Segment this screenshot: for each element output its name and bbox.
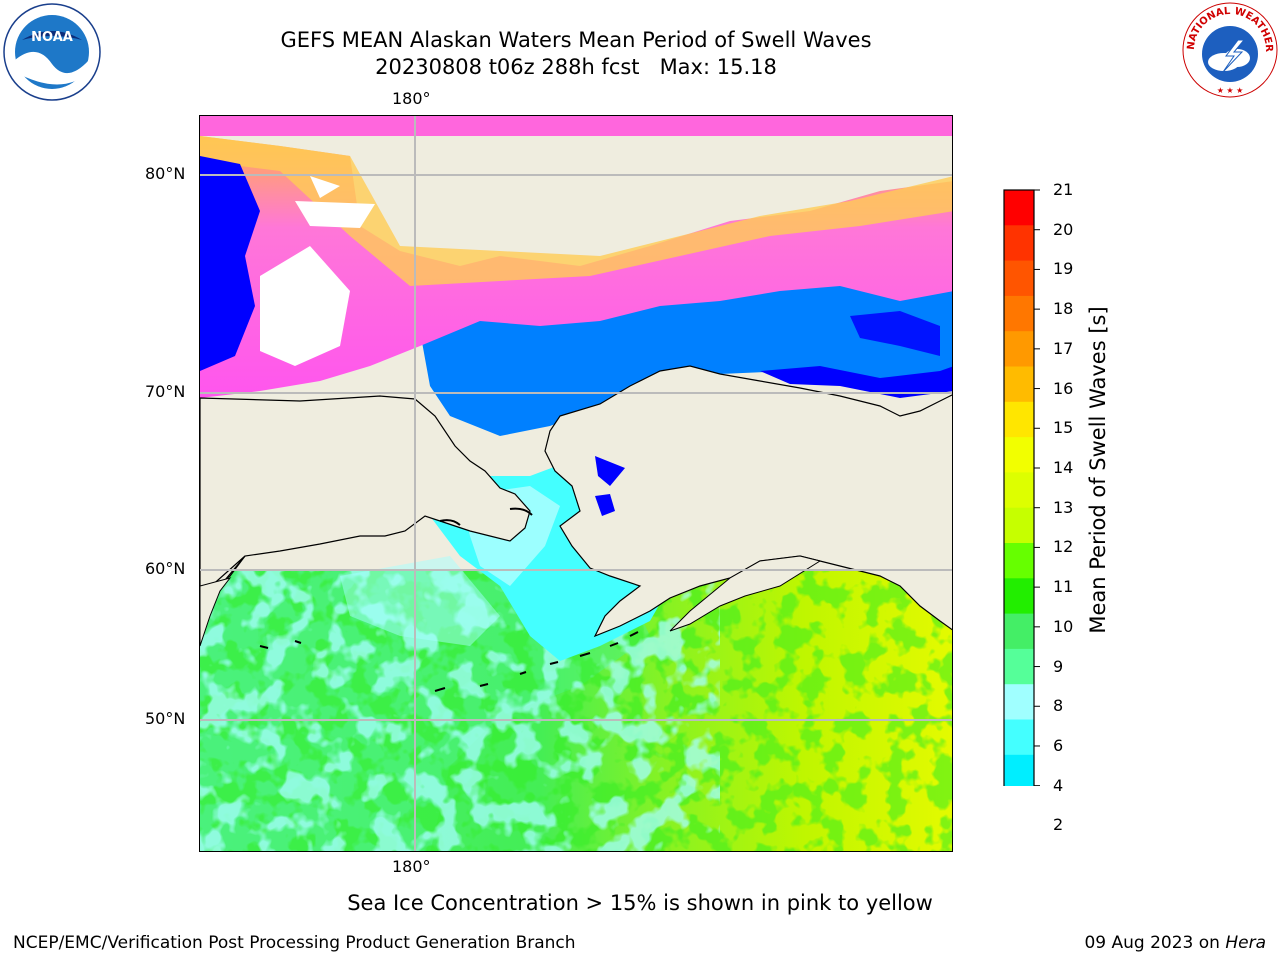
colorbar-tick-label: 18	[1053, 299, 1074, 319]
colorbar-segment	[1004, 331, 1034, 367]
colorbar-segment	[1004, 754, 1034, 786]
colorbar-title: Mean Period of Swell Waves [s]	[1086, 306, 1110, 634]
colorbar-tick-label: 17	[1053, 338, 1074, 358]
map-panel	[199, 115, 953, 852]
colorbar-segment	[1004, 684, 1034, 720]
footer-machine: Hera	[1225, 933, 1266, 953]
colorbar-segment	[1004, 366, 1034, 403]
sea-ice-caption: Sea Ice Concentration > 15% is shown in …	[347, 891, 933, 915]
lon-label-bottom: 180°	[392, 857, 431, 876]
colorbar-tick-label: 12	[1053, 537, 1074, 557]
colorbar-segment	[1004, 225, 1034, 262]
colorbar-tick-label: 14	[1053, 457, 1074, 477]
footer-date: 09 Aug 2023 on Hera	[1084, 933, 1266, 953]
svg-text:★ ★ ★: ★ ★ ★	[1217, 86, 1244, 95]
nws-logo: NATIONAL WEATHER SERVICE ★ ★ ★	[1180, 0, 1278, 98]
lat-label-60: 60°N	[145, 559, 186, 578]
chart-subtitle: 20230808 t06z 288h fcst Max: 15.18	[375, 55, 777, 79]
colorbar-segment	[1004, 190, 1034, 226]
colorbar-segment	[1004, 719, 1034, 756]
noaa-logo: NOAA	[3, 3, 101, 101]
colorbar-tick-label: 11	[1053, 577, 1074, 597]
colorbar-segment	[1004, 401, 1034, 438]
colorbar-tick-label: 15	[1053, 418, 1074, 438]
lat-label-80: 80°N	[145, 164, 186, 183]
colorbar-tick-label: 19	[1053, 259, 1074, 279]
colorbar-segment	[1004, 260, 1034, 297]
colorbar-tick-label: 9	[1053, 656, 1064, 676]
colorbar-segment	[1004, 507, 1034, 544]
colorbar-segment	[1004, 295, 1034, 332]
graticule	[200, 116, 952, 851]
colorbar-tick-label: 10	[1053, 616, 1074, 636]
colorbar-tick-label: 13	[1053, 497, 1074, 517]
colorbar-segment	[1004, 578, 1034, 615]
colorbar	[1003, 189, 1040, 786]
chart-title: GEFS MEAN Alaskan Waters Mean Period of …	[280, 28, 872, 52]
colorbar-tick-label: 16	[1053, 378, 1074, 398]
lat-label-50: 50°N	[145, 709, 186, 728]
colorbar-segment	[1004, 437, 1034, 473]
colorbar-segment	[1004, 648, 1034, 685]
colorbar-tick-label: 4	[1053, 775, 1064, 795]
colorbar-tick-label: 2	[1053, 815, 1064, 835]
footer-branch: NCEP/EMC/Verification Post Processing Pr…	[13, 933, 576, 953]
lat-label-70: 70°N	[145, 382, 186, 401]
colorbar-tick-label: 6	[1053, 735, 1064, 755]
swell-period-map	[200, 116, 952, 851]
colorbar-segment	[1004, 613, 1034, 650]
colorbar-segment	[1004, 472, 1034, 509]
noaa-logo-text: NOAA	[31, 30, 73, 45]
colorbar-segment	[1004, 543, 1034, 579]
colorbar-tick-label: 20	[1053, 219, 1074, 239]
footer-date-text: 09 Aug 2023 on	[1084, 933, 1226, 953]
colorbar-tick-label: 21	[1053, 180, 1074, 199]
lon-label-top: 180°	[392, 89, 431, 108]
colorbar-tick-label: 8	[1053, 696, 1064, 716]
